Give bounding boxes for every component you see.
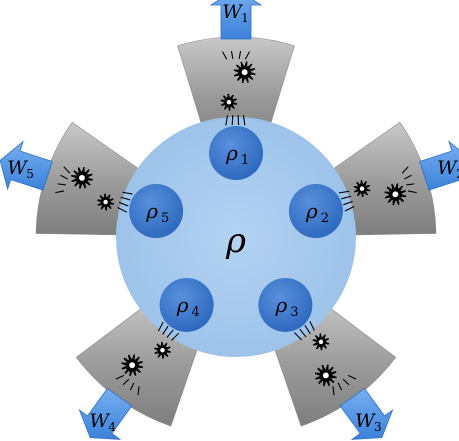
arrow-icon <box>209 0 263 40</box>
wire-traces <box>55 166 133 213</box>
arrow-icon <box>419 140 459 191</box>
arrow-label-1: W <box>222 1 243 23</box>
gear-icon <box>314 364 337 387</box>
node-label-3: ρ <box>274 293 287 317</box>
arrow-sub-1: 1 <box>241 11 249 25</box>
gear-icon <box>233 61 256 84</box>
gear-icon <box>312 333 330 351</box>
gear-icon <box>154 341 171 359</box>
arrow-label-5: W <box>7 157 28 179</box>
node-sub-4: 4 <box>191 305 199 320</box>
node-circle-1 <box>209 126 263 180</box>
gears-layer <box>55 50 417 396</box>
node-sub-1: 1 <box>241 153 249 168</box>
gear-icon <box>121 354 144 377</box>
center-rho-label: ρ <box>225 221 246 261</box>
wire-traces <box>115 321 180 396</box>
node-label-4: ρ <box>176 293 189 317</box>
arrow-icon <box>339 387 394 440</box>
gear-icon <box>97 193 114 211</box>
arrow-label-2: W <box>437 157 458 179</box>
node-sub-5: 5 <box>161 211 169 226</box>
node-sub-3: 3 <box>290 305 298 320</box>
arrow-label-3: W <box>355 410 376 432</box>
arrow-sub-3: 3 <box>374 420 382 434</box>
wire-traces <box>221 50 251 126</box>
arrow-label-4: W <box>89 410 110 432</box>
arrow-icon <box>78 387 133 440</box>
wire-traces <box>338 166 417 212</box>
wire-traces <box>294 321 357 396</box>
gear-icon <box>384 183 407 206</box>
arrow-sub-5: 5 <box>26 167 34 181</box>
node-circle-4 <box>159 277 214 332</box>
gear-icon <box>353 180 371 198</box>
node-sub-2: 2 <box>321 211 329 226</box>
nodes-layer: ρ 1ρ 2ρ 3ρ 4ρ 5 <box>129 126 343 332</box>
gear-icon <box>71 166 93 189</box>
arrow-sub-4: 4 <box>108 420 116 434</box>
node-label-2: ρ <box>305 199 318 223</box>
node-label-5: ρ <box>145 199 158 223</box>
node-circle-2 <box>288 184 343 239</box>
node-circle-3 <box>258 277 313 332</box>
gear-icon <box>220 93 238 111</box>
node-circle-5 <box>129 184 184 239</box>
node-label-1: ρ <box>225 141 238 165</box>
arrow-icon <box>0 140 53 191</box>
arrow-sub-2: 2 <box>456 167 459 181</box>
